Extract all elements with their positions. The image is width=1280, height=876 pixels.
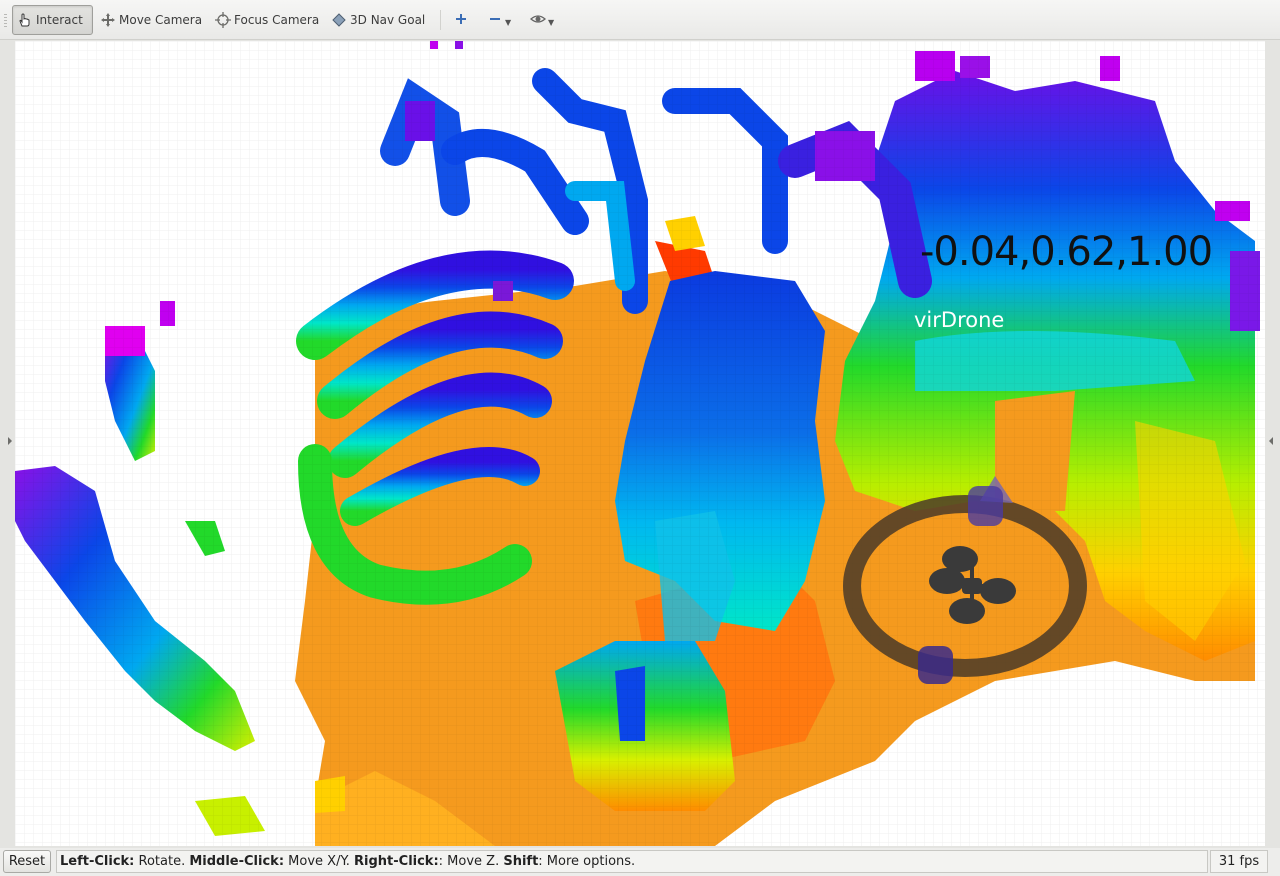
reset-button[interactable]: Reset (3, 850, 51, 873)
move-camera-tool-button[interactable]: Move Camera (96, 5, 208, 35)
help-key: Left-Click: (60, 854, 135, 869)
3d-viewport[interactable]: -0.04,0.62,1.00 virDrone (15, 41, 1265, 846)
toolbar-separator (440, 10, 441, 30)
help-desc: : More options. (538, 854, 636, 869)
chevron-down-icon: ▼ (505, 17, 512, 27)
toolbar-grip[interactable] (4, 14, 7, 28)
left-panel-toggle-icon[interactable] (8, 437, 12, 445)
focus-crosshair-icon (215, 12, 231, 28)
eye-icon (530, 11, 546, 30)
toolbar: Interact Move Camera Focus Camera 3D Nav… (0, 0, 1280, 40)
view-tool-button[interactable]: ▼ (530, 10, 554, 30)
diamond-icon (331, 12, 347, 28)
help-key: Shift (503, 854, 539, 869)
focus-camera-tool-label: Focus Camera (234, 13, 320, 27)
interact-tool-button[interactable]: Interact (12, 5, 93, 35)
drone-marker[interactable] (843, 476, 1087, 684)
help-key: Middle-Click: (189, 854, 285, 869)
help-key: Right-Click: (354, 854, 439, 869)
focus-camera-tool-button[interactable]: Focus Camera (211, 5, 325, 35)
plus-icon (453, 11, 469, 30)
add-tool-button[interactable] (453, 10, 469, 30)
move-camera-tool-label: Move Camera (119, 13, 203, 27)
quadrotor-icon (929, 546, 1016, 624)
interact-tool-label: Interact (36, 13, 83, 27)
help-desc: : Move Z. (438, 854, 504, 869)
hand-pointer-icon (17, 12, 33, 28)
help-text: Left-Click: Rotate. Middle-Click: Move X… (56, 850, 1208, 873)
nav-goal-tool-button[interactable]: 3D Nav Goal (327, 5, 431, 35)
remove-tool-button[interactable]: ▼ (487, 10, 511, 30)
help-desc: Rotate. (134, 854, 190, 869)
right-panel-toggle-icon[interactable] (1269, 437, 1273, 445)
help-desc: Move X/Y. (284, 854, 355, 869)
fps-counter: 31 fps (1210, 850, 1268, 873)
drone-name-label: virDrone (914, 308, 1005, 332)
point-cloud-render (15, 41, 1265, 846)
drone-coordinate-label: -0.04,0.62,1.00 (920, 229, 1213, 275)
minus-icon (487, 11, 503, 30)
status-bar: Reset Left-Click: Rotate. Middle-Click: … (0, 848, 1280, 876)
nav-goal-tool-label: 3D Nav Goal (350, 13, 426, 27)
chevron-down-icon: ▼ (548, 17, 555, 27)
move-camera-icon (100, 12, 116, 28)
